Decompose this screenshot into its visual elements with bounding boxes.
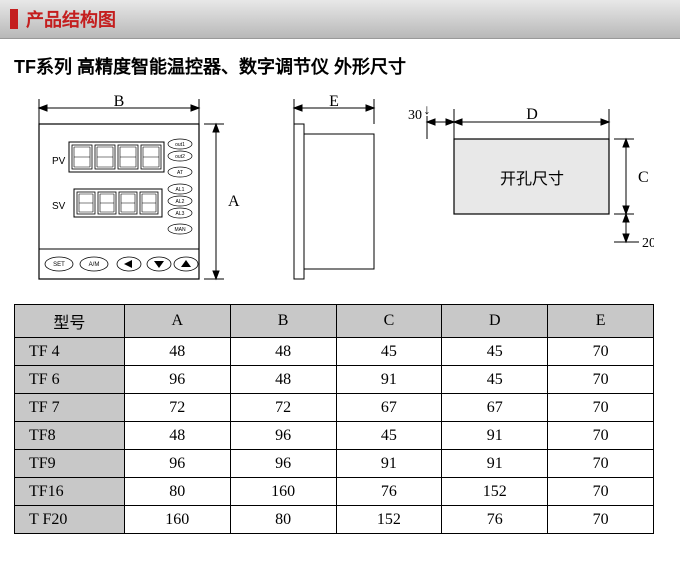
value-cell: 70 xyxy=(548,478,654,506)
value-cell: 45 xyxy=(442,366,548,394)
value-cell: 76 xyxy=(442,506,548,534)
table-row: TF 69648914570 xyxy=(15,366,654,394)
table-body: TF 44848454570TF 69648914570TF 772726767… xyxy=(15,338,654,534)
value-cell: 96 xyxy=(124,450,230,478)
dim-d-label: D xyxy=(526,106,538,123)
table-col-header: C xyxy=(336,305,442,338)
table-col-header: 型号 xyxy=(15,305,125,338)
pv-label: PV xyxy=(52,156,66,167)
value-cell: 91 xyxy=(336,366,442,394)
sv-label: SV xyxy=(52,201,66,212)
header-accent xyxy=(10,9,18,29)
table-row: TF16801607615270 xyxy=(15,478,654,506)
dim-a-label: A xyxy=(228,193,240,210)
dim-e-label: E xyxy=(329,94,339,110)
value-cell: 91 xyxy=(442,422,548,450)
value-cell: 70 xyxy=(548,338,654,366)
value-cell: 70 xyxy=(548,422,654,450)
dim-c-label: C xyxy=(638,169,649,186)
model-cell: TF16 xyxy=(15,478,125,506)
model-cell: TF9 xyxy=(15,450,125,478)
svg-text:SET: SET xyxy=(53,262,65,268)
value-cell: 45 xyxy=(336,338,442,366)
diagram-area: B PV SV xyxy=(0,89,680,304)
header-bar: 产品结构图 xyxy=(0,0,680,39)
value-cell: 67 xyxy=(336,394,442,422)
model-cell: T F20 xyxy=(15,506,125,534)
header-title: 产品结构图 xyxy=(26,6,116,32)
table-col-header: D xyxy=(442,305,548,338)
value-cell: 91 xyxy=(442,450,548,478)
value-cell: 96 xyxy=(124,366,230,394)
svg-text:AL3: AL3 xyxy=(176,211,185,217)
value-cell: 152 xyxy=(442,478,548,506)
side-panel-front xyxy=(294,124,304,279)
value-cell: 80 xyxy=(230,506,336,534)
dimension-table: 型号ABCDE TF 44848454570TF 69648914570TF 7… xyxy=(14,304,654,534)
value-cell: 67 xyxy=(442,394,548,422)
model-cell: TF8 xyxy=(15,422,125,450)
value-cell: 70 xyxy=(548,506,654,534)
dim-b-label: B xyxy=(114,94,125,110)
dimension-diagram: B PV SV xyxy=(14,94,654,294)
value-cell: 160 xyxy=(230,478,336,506)
value-cell: 96 xyxy=(230,450,336,478)
side-panel-body xyxy=(304,134,374,269)
svg-text:AT: AT xyxy=(177,170,183,176)
value-cell: 70 xyxy=(548,394,654,422)
value-cell: 48 xyxy=(230,338,336,366)
svg-text:AL2: AL2 xyxy=(176,199,185,205)
value-cell: 70 xyxy=(548,450,654,478)
svg-text:↓: ↓ xyxy=(424,103,431,118)
value-cell: 152 xyxy=(336,506,442,534)
table-row: T F20160801527670 xyxy=(15,506,654,534)
page-subtitle: TF系列 高精度智能温控器、数字调节仪 外形尺寸 xyxy=(0,39,680,89)
value-cell: 70 xyxy=(548,366,654,394)
table-row: TF 44848454570 xyxy=(15,338,654,366)
svg-text:out2: out2 xyxy=(175,154,185,160)
table-row: TF99696919170 xyxy=(15,450,654,478)
svg-text:MAN: MAN xyxy=(174,227,186,233)
model-cell: TF 7 xyxy=(15,394,125,422)
table-row: TF 77272676770 xyxy=(15,394,654,422)
svg-text:AL1: AL1 xyxy=(176,187,185,193)
dimension-table-wrapper: 型号ABCDE TF 44848454570TF 69648914570TF 7… xyxy=(0,304,680,544)
table-col-header: A xyxy=(124,305,230,338)
model-cell: TF 4 xyxy=(15,338,125,366)
value-cell: 48 xyxy=(230,366,336,394)
value-cell: 96 xyxy=(230,422,336,450)
svg-text:out1: out1 xyxy=(175,142,185,148)
value-cell: 91 xyxy=(336,450,442,478)
table-col-header: B xyxy=(230,305,336,338)
value-cell: 48 xyxy=(124,422,230,450)
value-cell: 45 xyxy=(336,422,442,450)
table-header-row: 型号ABCDE xyxy=(15,305,654,338)
value-cell: 160 xyxy=(124,506,230,534)
model-cell: TF 6 xyxy=(15,366,125,394)
table-col-header: E xyxy=(548,305,654,338)
value-cell: 48 xyxy=(124,338,230,366)
cutout-label: 开孔尺寸 xyxy=(500,170,564,188)
value-cell: 80 xyxy=(124,478,230,506)
value-cell: 45 xyxy=(442,338,548,366)
value-cell: 76 xyxy=(336,478,442,506)
value-cell: 72 xyxy=(230,394,336,422)
offset-30: 30 xyxy=(408,108,422,123)
offset-20: 20 xyxy=(642,236,654,251)
svg-text:A/M: A/M xyxy=(89,262,100,268)
table-row: TF84896459170 xyxy=(15,422,654,450)
value-cell: 72 xyxy=(124,394,230,422)
